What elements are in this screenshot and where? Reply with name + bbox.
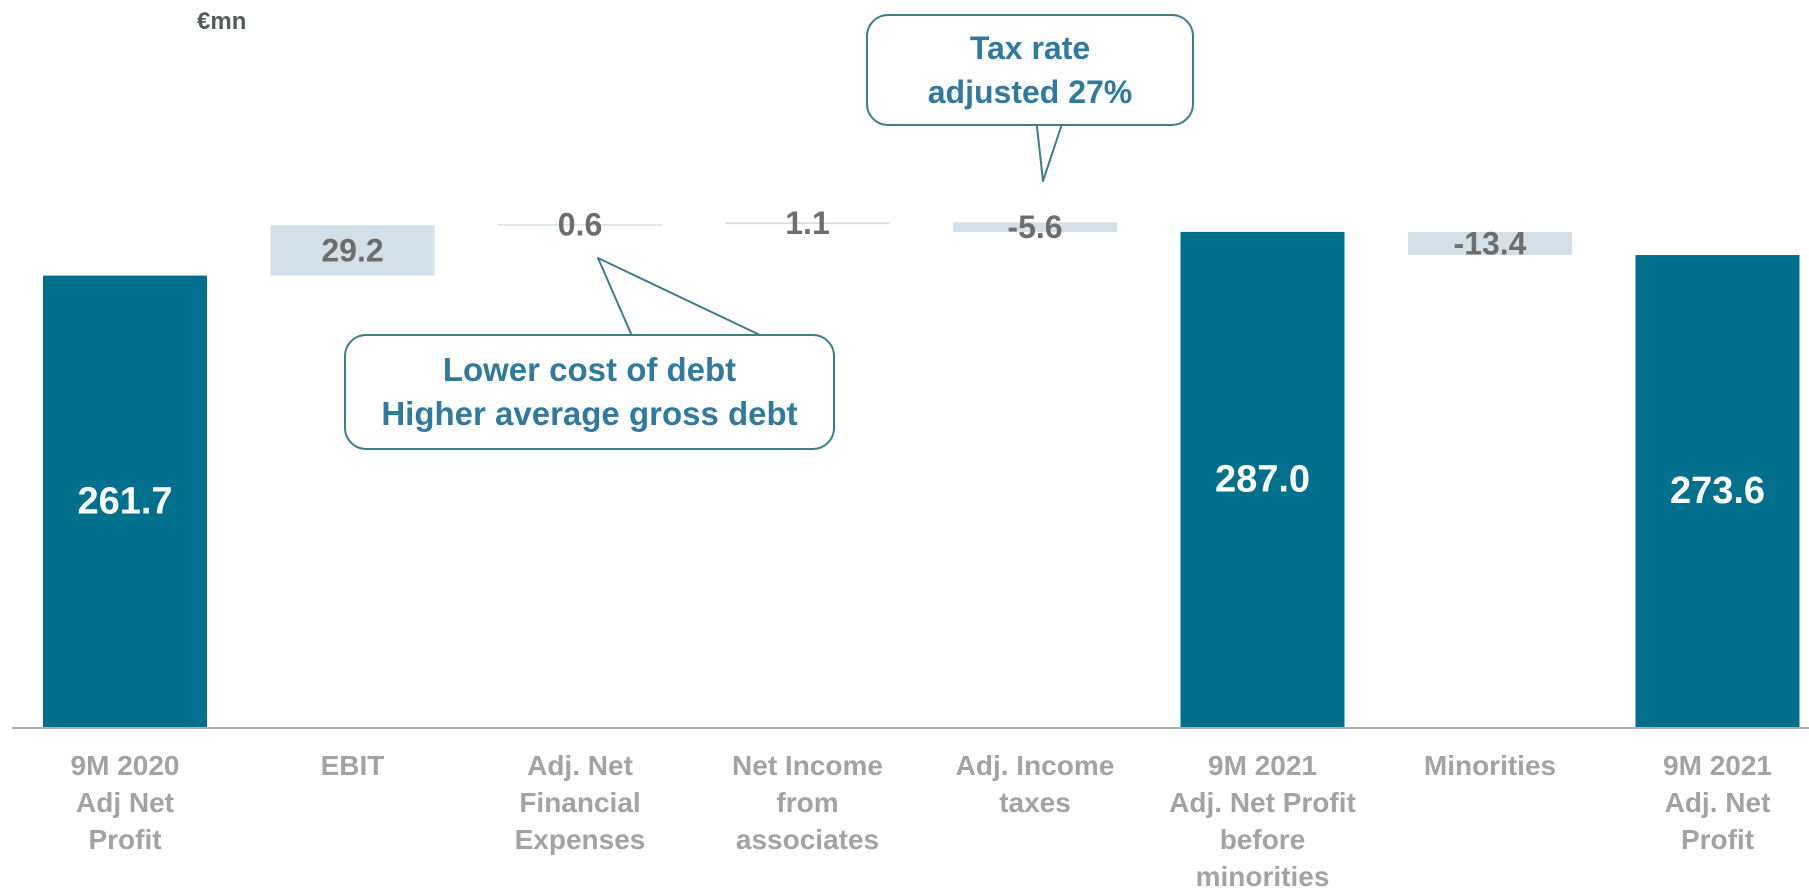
category-label: Adj. Net Financial Expenses (515, 750, 646, 855)
category-label-line: Adj. Net (527, 750, 633, 781)
value-label: -13.4 (1454, 225, 1527, 261)
category-label-line: Net Income (732, 750, 883, 781)
value-label: 261.7 (77, 480, 172, 522)
bars-group (43, 222, 1800, 728)
value-label: 1.1 (785, 205, 829, 241)
delta-bar (498, 224, 662, 226)
total-bar (1635, 255, 1800, 728)
debt-callout-line1: Lower cost of debt (442, 351, 737, 388)
category-label-line: 9M 2020 (71, 750, 180, 781)
debt-callout-pointer (597, 257, 763, 337)
category-label-line: minorities (1196, 861, 1330, 889)
category-label-line: Profit (88, 824, 161, 855)
tax-rate-callout: Tax rate adjusted 27% (866, 14, 1194, 126)
debt-callout: Lower cost of debt Higher average gross … (344, 334, 835, 450)
category-label-line: Minorities (1424, 750, 1556, 781)
debt-callout-line2: Higher average gross debt (381, 395, 798, 432)
delta-bar (270, 225, 435, 276)
category-label-line: Adj Net (76, 787, 174, 818)
category-label: 9M 2021 Adj. Net Profit before minorities (1169, 750, 1356, 889)
category-label-line: 9M 2021 (1208, 750, 1317, 781)
category-label-line: before (1220, 824, 1306, 855)
total-bar (1180, 231, 1345, 728)
category-label-line: Adj. Income (956, 750, 1115, 781)
category-label-line: Profit (1681, 824, 1754, 855)
value-label: 287.0 (1215, 458, 1310, 500)
value-labels-group: 261.7 29.2 0.6 1.1 -5.6 287.0 -13.4 273.6 (77, 205, 1765, 522)
value-label: -5.6 (1007, 209, 1062, 245)
tax-callout-line2: adjusted 27% (927, 74, 1133, 110)
category-label-line: associates (736, 824, 879, 855)
category-label: 9M 2021 Adj. Net Profit (1663, 750, 1772, 855)
category-label-line: 9M 2021 (1663, 750, 1772, 781)
tax-callout-pointer (1035, 117, 1065, 182)
tax-callout-line1: Tax rate (969, 30, 1091, 66)
delta-bar (953, 222, 1117, 232)
value-label: 29.2 (321, 232, 383, 268)
category-label: EBIT (321, 750, 385, 781)
category-labels-group: 9M 2020 Adj Net Profit EBIT Adj. Net Financia… (71, 750, 1772, 889)
category-label-line: taxes (999, 787, 1071, 818)
category-label-line: Financial (519, 787, 640, 818)
delta-bar (1408, 231, 1572, 256)
category-label-line: Expenses (515, 824, 646, 855)
total-bar (43, 275, 207, 727)
category-label: 9M 2020 Adj Net Profit (71, 750, 180, 855)
delta-bar (725, 222, 890, 225)
category-label-line: Adj. Net (1665, 787, 1771, 818)
unit-label: €mn (197, 8, 247, 35)
category-label-line: EBIT (321, 750, 385, 781)
category-label: Net Income from associates (732, 750, 883, 855)
value-label: 273.6 (1670, 470, 1765, 512)
category-label-line: Adj. Net Profit (1169, 787, 1356, 818)
category-label: Minorities (1424, 750, 1556, 781)
category-label-line: from (776, 787, 838, 818)
category-label: Adj. Income taxes (956, 750, 1115, 818)
value-label: 0.6 (558, 207, 602, 243)
